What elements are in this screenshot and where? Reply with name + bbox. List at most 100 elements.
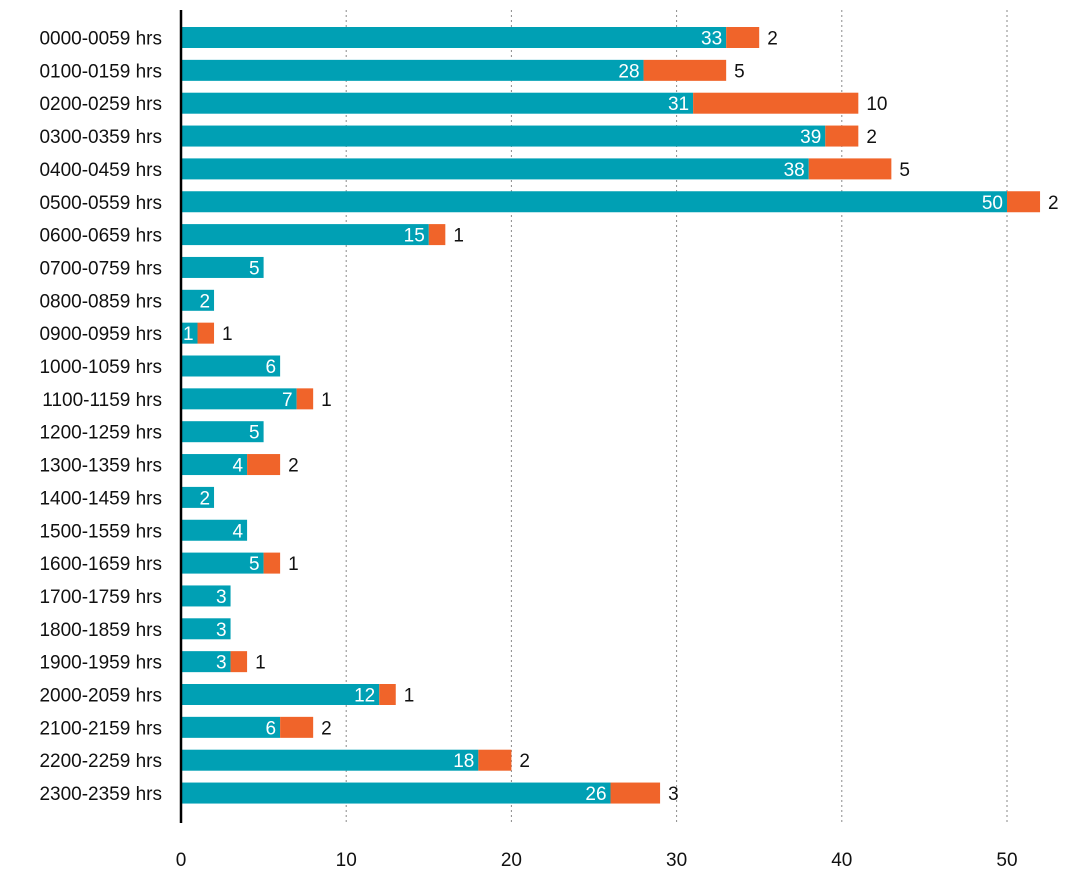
data-label-series-2: 2 xyxy=(288,456,299,477)
category-label: 0800-0859 hrs xyxy=(39,291,162,312)
data-label-series-1: 4 xyxy=(233,456,244,477)
bar-series-1 xyxy=(181,27,727,48)
bar-series-2 xyxy=(693,92,859,114)
data-label-series-1: 39 xyxy=(800,127,821,148)
data-label-series-1: 18 xyxy=(453,751,474,772)
bar-series-2 xyxy=(280,716,314,738)
bar-series-2 xyxy=(825,125,859,147)
bar-series-2 xyxy=(296,388,314,410)
bar-series-1 xyxy=(181,256,264,278)
category-label: 0600-0659 hrs xyxy=(39,226,162,247)
category-label: 1500-1559 hrs xyxy=(39,521,162,542)
data-label-series-2: 2 xyxy=(866,127,877,148)
data-label-series-1: 2 xyxy=(199,291,210,312)
bar-series-1 xyxy=(181,355,281,377)
data-label-series-1: 3 xyxy=(216,653,227,674)
bar-series-2 xyxy=(263,552,281,574)
data-label-series-1: 6 xyxy=(266,718,277,739)
bar-series-1 xyxy=(181,388,297,410)
bar-series-2 xyxy=(230,651,248,673)
data-label-series-1: 6 xyxy=(266,357,277,378)
data-label-series-2: 2 xyxy=(1048,193,1059,214)
bar-series-1 xyxy=(181,519,248,541)
data-label-series-2: 1 xyxy=(321,390,332,411)
x-tick-label: 40 xyxy=(831,850,852,871)
bar-series-2 xyxy=(1007,191,1041,213)
data-label-series-2: 10 xyxy=(866,94,887,115)
bar-series-2 xyxy=(247,454,281,476)
data-label-series-2: 1 xyxy=(288,554,299,575)
bar-series-2 xyxy=(643,59,727,81)
category-labels: 0000-0059 hrs 0100-0159 hrs 0200-0259 hrs 0… xyxy=(39,29,162,806)
bar-series-1 xyxy=(181,289,215,311)
data-label-series-1: 12 xyxy=(354,686,375,707)
bar-series-2 xyxy=(808,158,892,180)
data-label-series-1: 33 xyxy=(701,29,722,50)
x-tick-label: 30 xyxy=(666,850,687,871)
bar-series-1 xyxy=(181,486,215,508)
x-tick-labels: 0 10 20 30 40 50 xyxy=(176,850,1018,871)
data-label-series-2: 3 xyxy=(668,784,679,805)
category-label: 0500-0559 hrs xyxy=(39,193,162,214)
x-tick-label: 50 xyxy=(996,850,1017,871)
category-label: 1200-1259 hrs xyxy=(39,423,162,444)
x-tick-label: 10 xyxy=(336,850,357,871)
bar-series-2 xyxy=(478,749,512,771)
bar-series-1 xyxy=(181,421,264,443)
bar-series-2 xyxy=(610,782,661,804)
category-label: 1700-1759 hrs xyxy=(39,587,162,608)
bar-series-2 xyxy=(197,322,215,344)
data-label-series-2: 2 xyxy=(767,29,778,50)
x-tick-label: 20 xyxy=(501,850,522,871)
category-label: 2000-2059 hrs xyxy=(39,686,162,707)
data-label-series-2: 5 xyxy=(734,61,745,82)
bar-series-1 xyxy=(181,684,380,705)
bar-series-2 xyxy=(726,27,760,48)
data-label-series-1: 1 xyxy=(183,324,194,345)
bar-series-1 xyxy=(181,749,479,771)
bar-series-1 xyxy=(181,552,264,574)
data-label-series-1: 15 xyxy=(404,226,425,247)
data-label-series-2: 1 xyxy=(453,226,464,247)
bar-series-1 xyxy=(181,782,611,804)
data-label-series-1: 3 xyxy=(216,587,227,608)
data-label-series-1: 31 xyxy=(668,94,689,115)
data-label-series-1: 5 xyxy=(249,258,260,279)
category-label: 1600-1659 hrs xyxy=(39,554,162,575)
category-label: 0700-0759 hrs xyxy=(39,258,162,279)
category-label: 2100-2159 hrs xyxy=(39,718,162,739)
category-label: 0200-0259 hrs xyxy=(39,94,162,115)
data-label-series-1: 38 xyxy=(784,160,805,181)
category-label: 0300-0359 hrs xyxy=(39,127,162,148)
data-label-series-1: 5 xyxy=(249,554,260,575)
category-label: 1800-1859 hrs xyxy=(39,620,162,641)
x-tick-label: 0 xyxy=(176,850,187,871)
bar-series-1 xyxy=(181,454,248,476)
bar-series-2 xyxy=(428,224,446,246)
data-label-series-2: 5 xyxy=(899,160,910,181)
bar-series-2 xyxy=(379,684,396,705)
category-label: 1300-1359 hrs xyxy=(39,456,162,477)
data-label-series-1: 4 xyxy=(233,521,244,542)
data-label-series-2: 1 xyxy=(404,686,415,707)
bar-series-1 xyxy=(181,322,198,344)
data-label-series-1: 50 xyxy=(982,193,1003,214)
data-label-series-1: 2 xyxy=(199,488,210,509)
data-label-series-2: 2 xyxy=(519,751,530,772)
data-label-series-1: 3 xyxy=(216,620,227,641)
bars xyxy=(181,27,1041,804)
data-label-series-1: 28 xyxy=(618,61,639,82)
bar-series-1 xyxy=(181,158,809,180)
bar-series-1 xyxy=(181,651,231,673)
category-label: 0900-0959 hrs xyxy=(39,324,162,345)
bar-series-1 xyxy=(181,191,1007,213)
data-label-series-1: 7 xyxy=(282,390,293,411)
category-label: 0000-0059 hrs xyxy=(39,29,162,50)
bar-series-1 xyxy=(181,618,231,640)
category-label: 2300-2359 hrs xyxy=(39,784,162,805)
bar-series-1 xyxy=(181,125,826,147)
category-label: 1000-1059 hrs xyxy=(39,357,162,378)
